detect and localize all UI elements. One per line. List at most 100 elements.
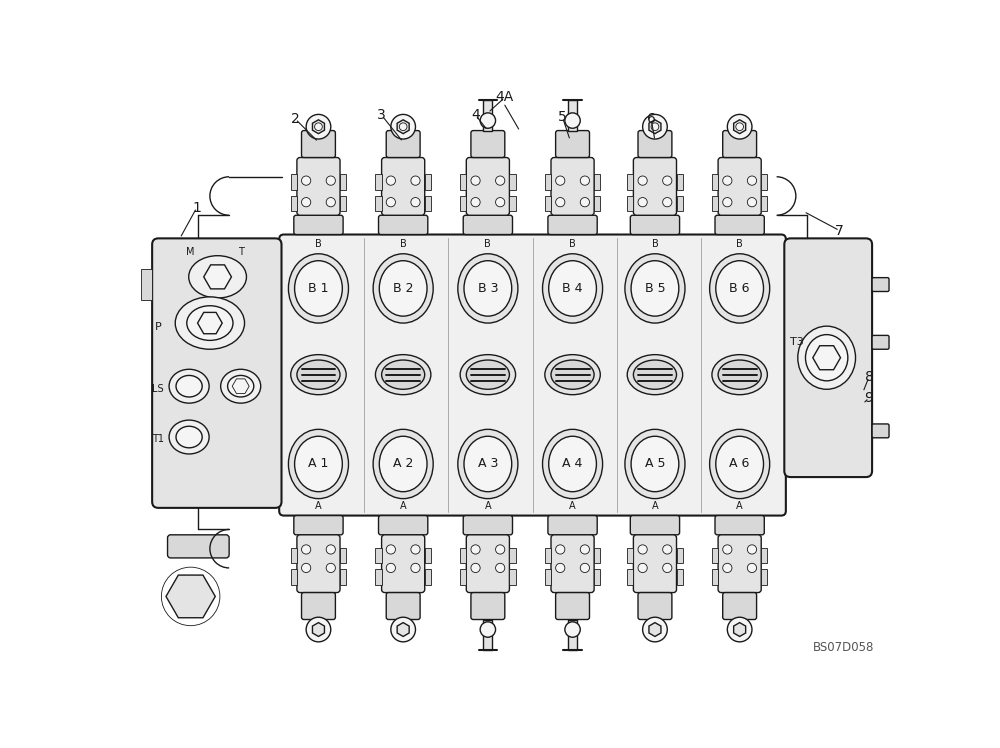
FancyBboxPatch shape: [784, 239, 872, 477]
Ellipse shape: [551, 360, 594, 389]
Circle shape: [496, 545, 505, 554]
Bar: [627, 569, 633, 585]
Bar: [340, 196, 346, 212]
Circle shape: [496, 176, 505, 186]
Circle shape: [580, 197, 590, 206]
Ellipse shape: [712, 355, 767, 395]
FancyBboxPatch shape: [302, 131, 335, 158]
Ellipse shape: [187, 306, 233, 340]
FancyBboxPatch shape: [297, 535, 340, 592]
Text: B 5: B 5: [645, 282, 665, 295]
Polygon shape: [734, 622, 746, 637]
Circle shape: [391, 114, 415, 139]
Ellipse shape: [288, 254, 348, 323]
Circle shape: [556, 545, 565, 554]
Bar: [460, 196, 466, 212]
Bar: [594, 174, 600, 190]
Ellipse shape: [798, 326, 856, 389]
Text: B 4: B 4: [562, 282, 583, 295]
Text: A 3: A 3: [478, 458, 498, 470]
Text: M: M: [186, 248, 195, 257]
Bar: [568, 619, 577, 650]
Circle shape: [663, 197, 672, 206]
Ellipse shape: [631, 261, 679, 316]
Text: B: B: [484, 239, 491, 249]
Text: A: A: [652, 501, 658, 512]
Circle shape: [727, 617, 752, 642]
Text: 6: 6: [647, 112, 656, 126]
Circle shape: [565, 113, 580, 128]
Circle shape: [411, 545, 420, 554]
Text: 5: 5: [558, 111, 567, 124]
Circle shape: [306, 617, 331, 642]
FancyBboxPatch shape: [638, 131, 672, 158]
Ellipse shape: [458, 429, 518, 499]
Ellipse shape: [716, 436, 764, 491]
Bar: [712, 174, 718, 190]
Polygon shape: [198, 313, 222, 334]
Circle shape: [411, 197, 420, 206]
Circle shape: [556, 563, 565, 572]
Text: A 4: A 4: [562, 458, 583, 470]
Polygon shape: [397, 120, 409, 134]
Bar: [545, 174, 551, 190]
Circle shape: [723, 563, 732, 572]
Ellipse shape: [633, 360, 677, 389]
FancyBboxPatch shape: [638, 592, 672, 619]
Bar: [460, 569, 466, 585]
Ellipse shape: [710, 254, 770, 323]
Circle shape: [747, 563, 757, 572]
FancyBboxPatch shape: [723, 131, 757, 158]
Bar: [677, 548, 683, 563]
Circle shape: [723, 176, 732, 186]
Circle shape: [638, 176, 647, 186]
Circle shape: [723, 197, 732, 206]
Bar: [291, 174, 297, 190]
FancyBboxPatch shape: [294, 215, 343, 235]
Circle shape: [723, 545, 732, 554]
Ellipse shape: [543, 429, 603, 499]
Ellipse shape: [379, 261, 427, 316]
Bar: [761, 569, 767, 585]
Circle shape: [747, 197, 757, 206]
Ellipse shape: [175, 297, 245, 349]
Bar: [712, 569, 718, 585]
Ellipse shape: [288, 429, 348, 499]
Ellipse shape: [176, 426, 202, 448]
FancyBboxPatch shape: [872, 278, 889, 292]
Bar: [712, 548, 718, 563]
Bar: [545, 196, 551, 212]
Bar: [594, 569, 600, 585]
FancyBboxPatch shape: [152, 239, 282, 508]
Circle shape: [663, 563, 672, 572]
Ellipse shape: [710, 429, 770, 499]
Circle shape: [386, 545, 395, 554]
Polygon shape: [649, 120, 661, 134]
Bar: [375, 174, 382, 190]
Bar: [594, 548, 600, 563]
Ellipse shape: [375, 355, 431, 395]
FancyBboxPatch shape: [872, 424, 889, 438]
Circle shape: [556, 176, 565, 186]
Ellipse shape: [464, 436, 512, 491]
Circle shape: [386, 563, 395, 572]
Text: 7: 7: [835, 224, 844, 238]
FancyBboxPatch shape: [633, 158, 677, 215]
Ellipse shape: [716, 261, 764, 316]
Circle shape: [747, 176, 757, 186]
Circle shape: [302, 563, 311, 572]
Polygon shape: [813, 346, 841, 370]
FancyBboxPatch shape: [718, 158, 761, 215]
Text: B 6: B 6: [729, 282, 750, 295]
Text: B 3: B 3: [478, 282, 498, 295]
Text: A: A: [400, 501, 406, 512]
Bar: [627, 548, 633, 563]
Polygon shape: [397, 622, 409, 637]
Bar: [483, 99, 492, 131]
Bar: [594, 196, 600, 212]
Text: A 5: A 5: [645, 458, 665, 470]
FancyBboxPatch shape: [715, 515, 764, 535]
Bar: [460, 548, 466, 563]
FancyBboxPatch shape: [386, 592, 420, 619]
FancyBboxPatch shape: [168, 535, 229, 558]
